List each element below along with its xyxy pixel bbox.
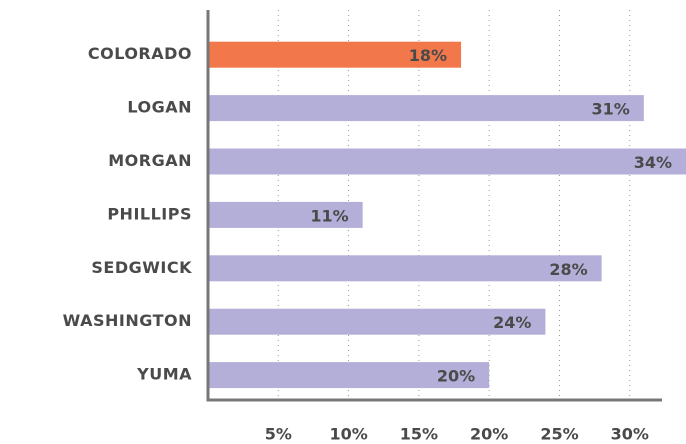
bar [208, 255, 602, 282]
data-label: 18% [409, 46, 447, 65]
x-tick-label: 5% [265, 425, 292, 444]
bar [208, 201, 363, 228]
y-tick-label: SEDGWICK [91, 258, 192, 277]
x-tick-label: 30% [611, 425, 649, 444]
y-tick-label: LOGAN [127, 98, 192, 117]
bar [208, 308, 546, 335]
y-tick-label: WASHINGTON [63, 311, 192, 330]
y-tick-label: MORGAN [108, 151, 192, 170]
bar [208, 148, 686, 175]
data-label: 20% [437, 367, 475, 386]
y-tick-label: YUMA [136, 365, 192, 384]
data-label: 34% [634, 153, 672, 172]
y-tick-label: PHILLIPS [107, 204, 192, 223]
bar [208, 362, 490, 389]
y-tick-label: COLORADO [88, 44, 192, 63]
x-tick-label: 20% [470, 425, 508, 444]
bar [208, 95, 644, 122]
data-label: 11% [310, 206, 348, 225]
x-tick-label: 15% [400, 425, 438, 444]
data-label: 24% [493, 313, 531, 332]
x-tick-label: 25% [540, 425, 578, 444]
bar [208, 41, 462, 68]
data-label: 31% [592, 100, 630, 119]
x-tick-label: 10% [329, 425, 367, 444]
data-label: 28% [549, 260, 587, 279]
